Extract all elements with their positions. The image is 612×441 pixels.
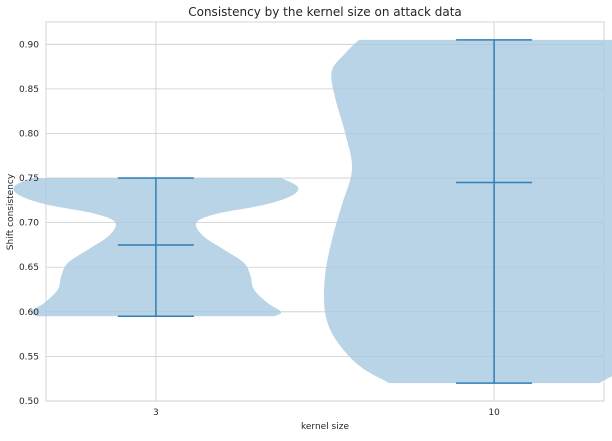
chart-title: Consistency by the kernel size on attack… [188,5,462,19]
violin-layer [13,39,612,384]
y-tick-label: 0.70 [19,219,39,229]
y-tick-label: 0.55 [19,352,39,362]
y-axis-ticks: 0.50 0.55 0.60 0.65 0.70 0.75 0.80 0.85 0.90 [19,40,39,407]
violin-3 [13,177,299,318]
y-tick-label: 0.60 [19,308,39,318]
y-axis-label: Shift consistency [6,173,16,250]
y-tick-label: 0.65 [19,263,39,273]
violin-body [323,39,612,384]
y-tick-label: 0.75 [19,174,39,184]
y-tick-label: 0.90 [19,40,39,50]
y-tick-label: 0.50 [19,397,39,407]
x-tick-label: 3 [153,408,159,418]
x-axis-ticks: 3 10 [153,408,500,418]
y-tick-label: 0.85 [19,85,39,95]
x-tick-label: 10 [488,408,500,418]
violin-10 [323,39,612,384]
x-axis-label: kernel size [301,422,349,432]
y-tick-label: 0.80 [19,129,39,139]
